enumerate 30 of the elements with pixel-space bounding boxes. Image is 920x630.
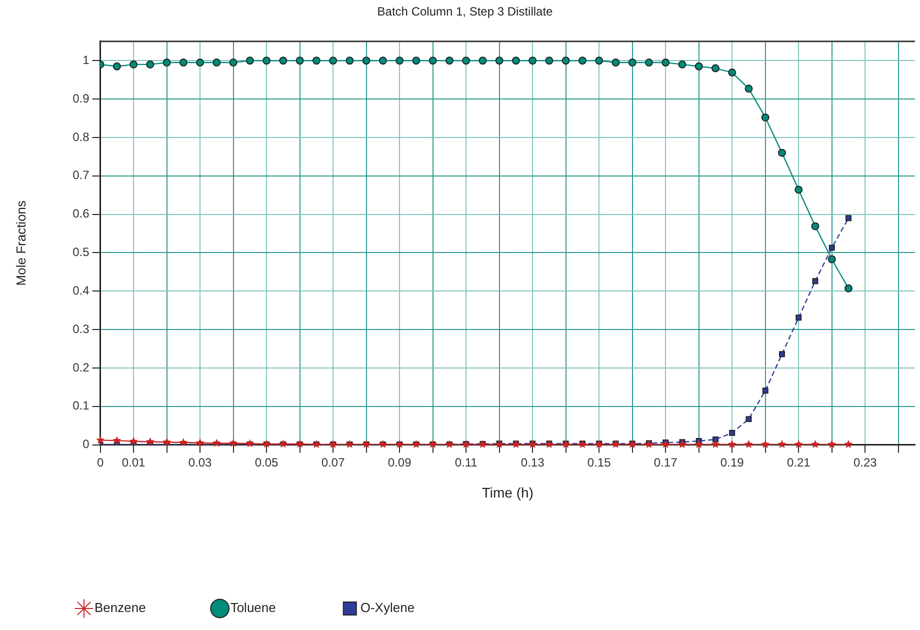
chart-title: Batch Column 1, Step 3 Distillate	[377, 4, 554, 19]
y-tick-label: 0.6	[72, 206, 90, 221]
x-tick-label: 0.21	[786, 455, 811, 470]
y-axis-title: Mole Fractions	[13, 200, 28, 286]
x-tick-label: 0.03	[188, 455, 212, 470]
y-tick-label: 0.5	[72, 245, 90, 260]
legend-label: Benzene	[94, 600, 146, 616]
x-tick-label: 0.05	[254, 455, 279, 470]
legend-label: Toluene	[230, 600, 276, 616]
y-tick-label: 1	[82, 52, 90, 67]
x-tick-label: 0.11	[454, 455, 478, 470]
x-tick-label: 0.01	[122, 455, 146, 470]
x-tick-label: 0.17	[654, 455, 678, 470]
y-tick-label: 0.9	[72, 91, 90, 106]
y-tick-label: 0.8	[72, 130, 90, 144]
x-tick-label: 0	[96, 455, 104, 470]
y-tick-label: 0.7	[72, 168, 90, 182]
y-tick-label: 0.4	[72, 283, 90, 298]
y-tick-label: 0.2	[72, 360, 90, 374]
x-tick-label: 0.13	[520, 455, 545, 470]
x-tick-label: 0.07	[321, 455, 346, 470]
x-tick-label: 0.19	[720, 455, 744, 470]
x-axis-title: Time (h)	[482, 484, 534, 500]
legend-label: O-Xylene	[360, 600, 415, 616]
y-tick-label: 0	[82, 437, 90, 452]
y-tick-label: 0.1	[72, 398, 90, 413]
x-tick-label: 0.23	[853, 455, 878, 470]
x-tick-label: 0.15	[587, 455, 612, 470]
y-tick-label: 0.3	[72, 322, 90, 336]
x-tick-label: 0.09	[388, 455, 412, 470]
